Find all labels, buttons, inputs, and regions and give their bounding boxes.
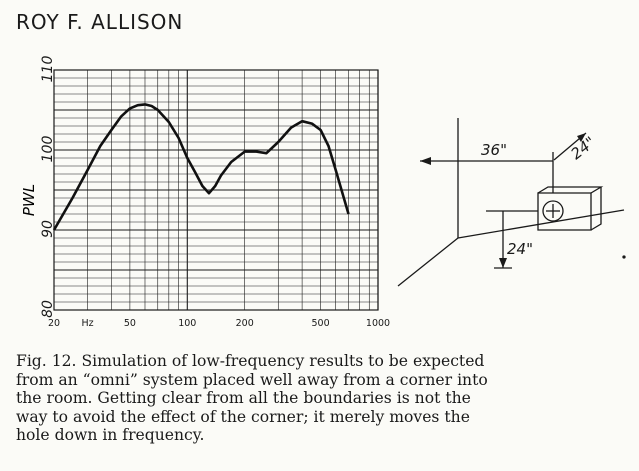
speaker-box-side: [590, 187, 602, 231]
x-tick-label: 200: [236, 318, 254, 329]
figure-12: 80 90 100 110 20 Hz 50 100 200 500 1000 PWL 36" 2…: [20, 56, 626, 329]
placement-diagram: [397, 118, 626, 287]
caption-line: hole down in frequency.: [16, 426, 205, 445]
caption-line: Fig. 12. Simulation of low-frequency res…: [16, 352, 485, 370]
dimension-24-diagonal-label: 24": [567, 133, 599, 163]
speaker-box-top: [537, 186, 604, 194]
series-line: [52, 103, 350, 231]
x-tick-labels: 20 Hz 50 100 200 500 1000: [48, 318, 390, 329]
caption-line: from an “omni” system placed well away f…: [16, 370, 488, 389]
author-header: ROY F. ALLISON: [16, 10, 184, 34]
pwl-chart: 80 90 100 110 20 Hz 50 100 200 500 1000 PWL: [20, 56, 390, 329]
dimension-24-vertical-label: 24": [507, 240, 533, 258]
x-tick-label: 1000: [366, 318, 390, 329]
x-tick-label: 20: [48, 318, 60, 329]
x-tick-label: 500: [312, 318, 330, 329]
floor-right-edge: [457, 209, 625, 239]
dimension-24-diagonal-arrowhead: [577, 133, 586, 142]
caption-line: way to avoid the effect of the corner; i…: [16, 407, 470, 426]
y-axis-label: PWL: [20, 184, 38, 216]
figure-caption: Fig. 12. Simulation of low-frequency res…: [16, 352, 631, 445]
speaker-driver-circle: [542, 200, 564, 222]
y-tick-label: 80: [40, 300, 56, 318]
speaker-box: [537, 192, 592, 231]
x-tick-label: 100: [178, 318, 196, 329]
dimension-36-label: 36": [481, 141, 507, 159]
grid-lines: [53, 69, 379, 311]
y-tick-label: 90: [40, 220, 56, 238]
y-tick-label: 100: [40, 136, 56, 163]
floor-dot: [622, 255, 626, 259]
x-tick-label: Hz: [82, 318, 94, 329]
dimension-36-arrowhead: [420, 157, 431, 165]
dimension-24-vertical-arrowhead: [499, 258, 507, 268]
y-tick-labels: 80 90 100 110: [40, 56, 56, 318]
y-tick-label: 110: [40, 56, 56, 83]
caption-line: the room. Getting clear from all the bou…: [16, 389, 471, 408]
x-tick-label: 50: [124, 318, 136, 329]
floor-left-edge: [397, 237, 459, 287]
